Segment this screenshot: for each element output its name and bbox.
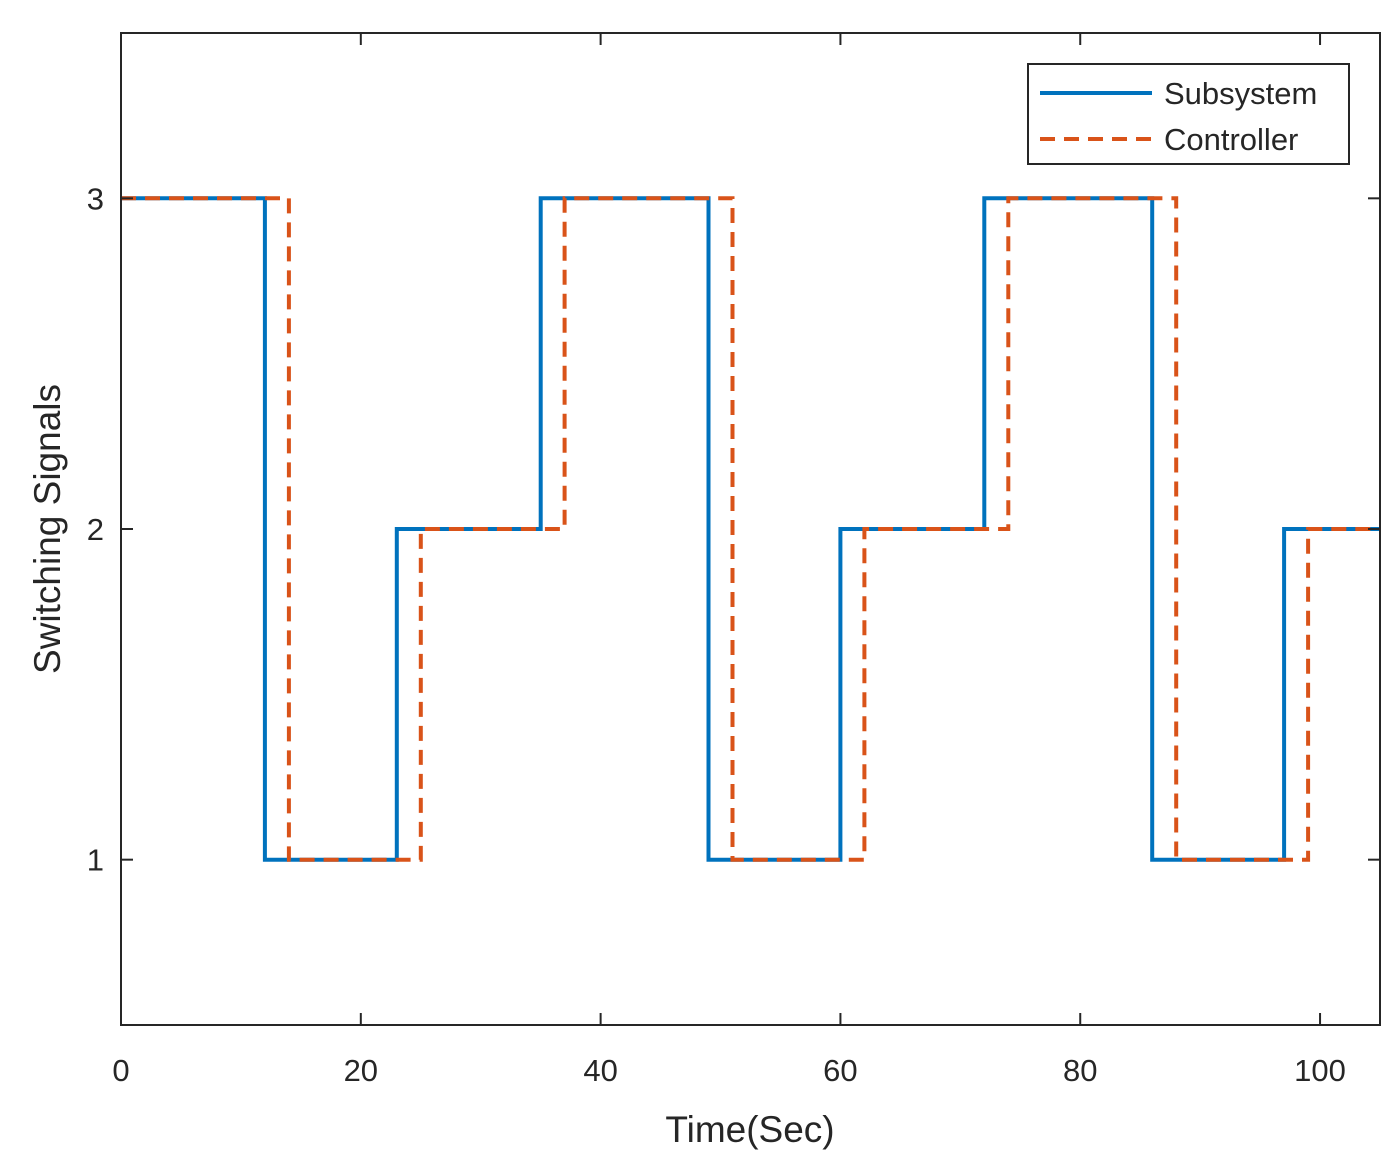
x-axis-label: Time(Sec) [665, 1109, 834, 1150]
x-tick-label: 40 [583, 1053, 617, 1088]
y-tick-label: 2 [87, 512, 104, 547]
series-layer [121, 196, 1380, 862]
x-tick-label: 80 [1063, 1053, 1097, 1088]
y-tick-label: 1 [87, 843, 104, 878]
ticks-layer: 0 20 40 60 80 100 1 2 3 [87, 33, 1380, 1088]
legend-label-subsystem: Subsystem [1164, 76, 1317, 111]
legend-box [1027, 63, 1350, 165]
legend-label-controller: Controller [1164, 122, 1298, 157]
y-tick-label: 3 [87, 181, 104, 216]
x-tick-label: 0 [112, 1053, 129, 1088]
series-line-controller [121, 196, 1380, 862]
legend: Subsystem Controller [1027, 63, 1350, 165]
x-tick-label: 100 [1294, 1053, 1346, 1088]
x-tick-label: 60 [823, 1053, 857, 1088]
y-axis-label: Switching Signals [27, 384, 68, 674]
x-tick-label: 20 [344, 1053, 378, 1088]
